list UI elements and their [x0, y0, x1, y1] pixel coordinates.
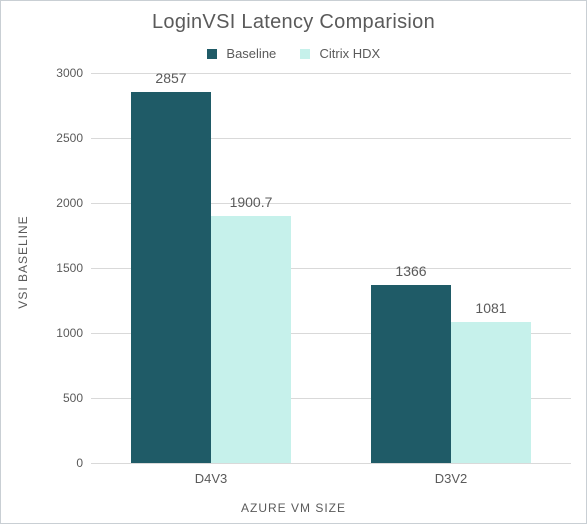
plot-area: 05001000150020002500300028571900.7D4V313… [91, 73, 571, 463]
bar-label: 1366 [371, 263, 451, 279]
bar-label: 2857 [131, 70, 211, 86]
y-tick: 2500 [56, 131, 91, 145]
legend: Baseline Citrix HDX [1, 45, 586, 61]
x-category-label: D4V3 [195, 463, 228, 486]
y-tick: 500 [63, 391, 91, 405]
bar-citrix-hdx-d4v3: 1900.7 [211, 216, 291, 463]
bar-baseline-d4v3: 2857 [131, 92, 211, 463]
legend-item-baseline: Baseline [207, 45, 277, 61]
x-axis-label: AZURE VM SIZE [241, 501, 346, 515]
y-tick: 3000 [56, 66, 91, 80]
legend-label-baseline: Baseline [226, 46, 276, 61]
legend-swatch-citrix [300, 49, 310, 59]
bar-citrix-hdx-d3v2: 1081 [451, 322, 531, 463]
chart-title: LoginVSI Latency Comparision [1, 11, 586, 34]
bar-label: 1081 [451, 300, 531, 316]
grid-line [91, 463, 571, 464]
chart-container: LoginVSI Latency Comparision Baseline Ci… [0, 0, 587, 524]
bar-baseline-d3v2: 1366 [371, 285, 451, 463]
bar-label: 1900.7 [211, 194, 291, 210]
y-tick: 1500 [56, 261, 91, 275]
legend-item-citrix: Citrix HDX [300, 45, 380, 61]
y-tick: 2000 [56, 196, 91, 210]
x-category-label: D3V2 [435, 463, 468, 486]
y-axis-label: VSI BASELINE [16, 215, 30, 308]
legend-swatch-baseline [207, 49, 217, 59]
legend-label-citrix: Citrix HDX [320, 46, 381, 61]
y-tick: 1000 [56, 326, 91, 340]
y-tick: 0 [76, 456, 91, 470]
